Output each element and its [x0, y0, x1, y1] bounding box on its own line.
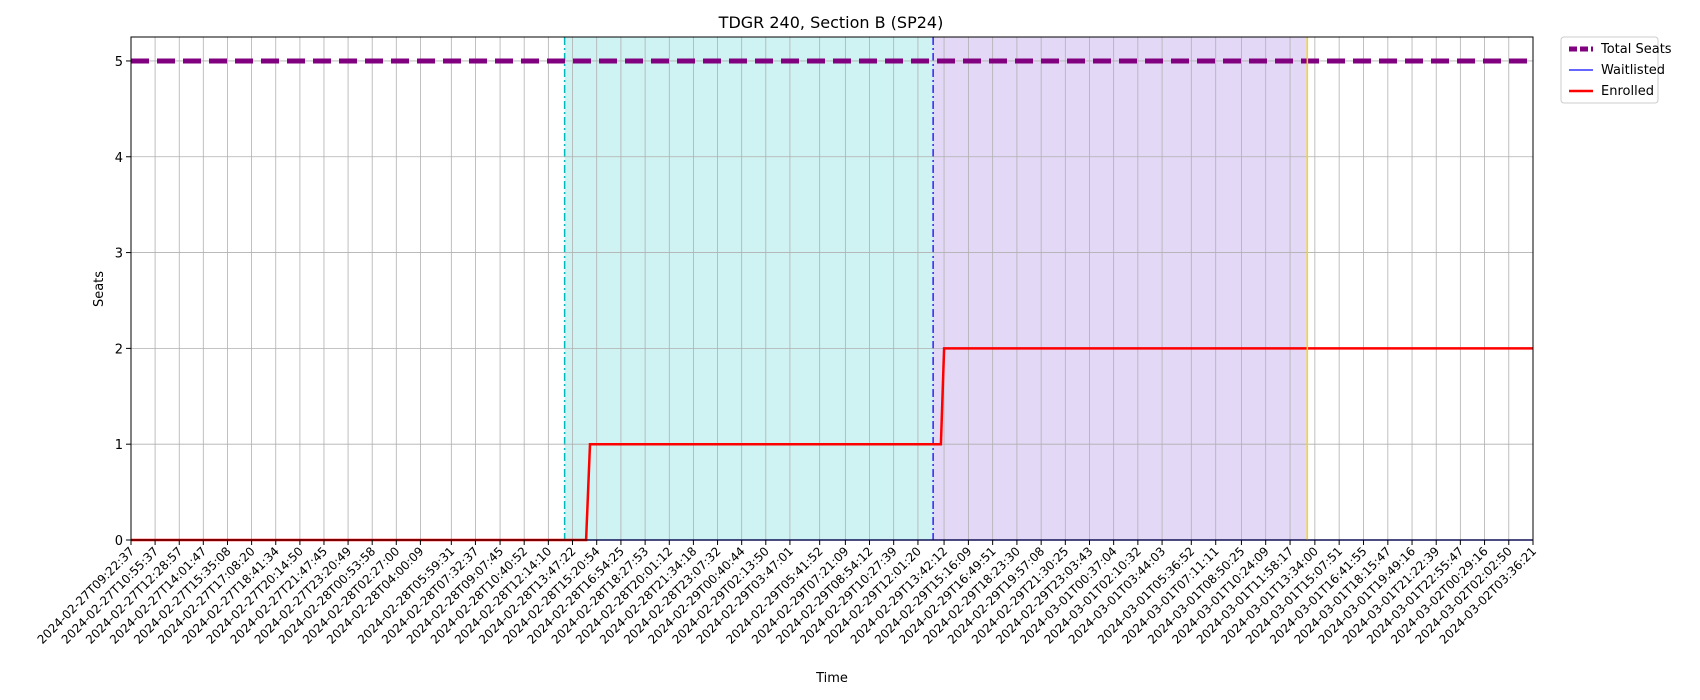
- legend: Total Seats Waitlisted Enrolled: [1560, 36, 1672, 104]
- y-tick-label-1: 1: [115, 438, 123, 453]
- y-tick-label-0: 0: [115, 534, 123, 549]
- y-tick-label-2: 2: [115, 342, 123, 357]
- legend-box: [1560, 36, 1659, 104]
- shaded-region-2: [933, 37, 1308, 540]
- plot-frame: [130, 36, 1534, 541]
- legend-label-enrolled: Enrolled: [1601, 84, 1654, 99]
- shaded-region-1: [564, 37, 934, 540]
- legend-label-total-seats: Total Seats: [1600, 42, 1672, 57]
- legend-label-waitlisted: Waitlisted: [1601, 63, 1665, 78]
- y-tick-label-4: 4: [115, 151, 123, 166]
- y-axis-label: Seats: [92, 271, 107, 307]
- y-tick-label-5: 5: [115, 55, 123, 70]
- y-axis: 0 1 2 3 4 5: [115, 55, 131, 549]
- regions-layer: [563, 37, 1308, 540]
- x-axis-label: Time: [815, 671, 848, 686]
- x-axis: 2024-02-27T09:22:372024-02-27T10:55:3720…: [35, 540, 1539, 647]
- y-tick-label-3: 3: [115, 247, 123, 262]
- chart-title: TDGR 240, Section B (SP24): [718, 13, 944, 32]
